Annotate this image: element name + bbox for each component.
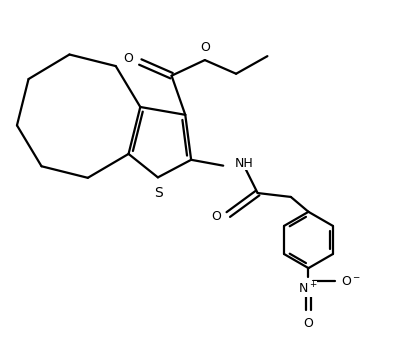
Text: NH: NH [235, 157, 254, 170]
Text: $\mathregular{O^-}$: $\mathregular{O^-}$ [341, 275, 361, 288]
Text: O: O [211, 210, 221, 223]
Text: O: O [201, 41, 210, 54]
Text: O: O [303, 317, 313, 330]
Text: S: S [154, 186, 163, 200]
Text: O: O [123, 52, 133, 66]
Text: $\mathregular{N^+}$: $\mathregular{N^+}$ [298, 282, 318, 297]
